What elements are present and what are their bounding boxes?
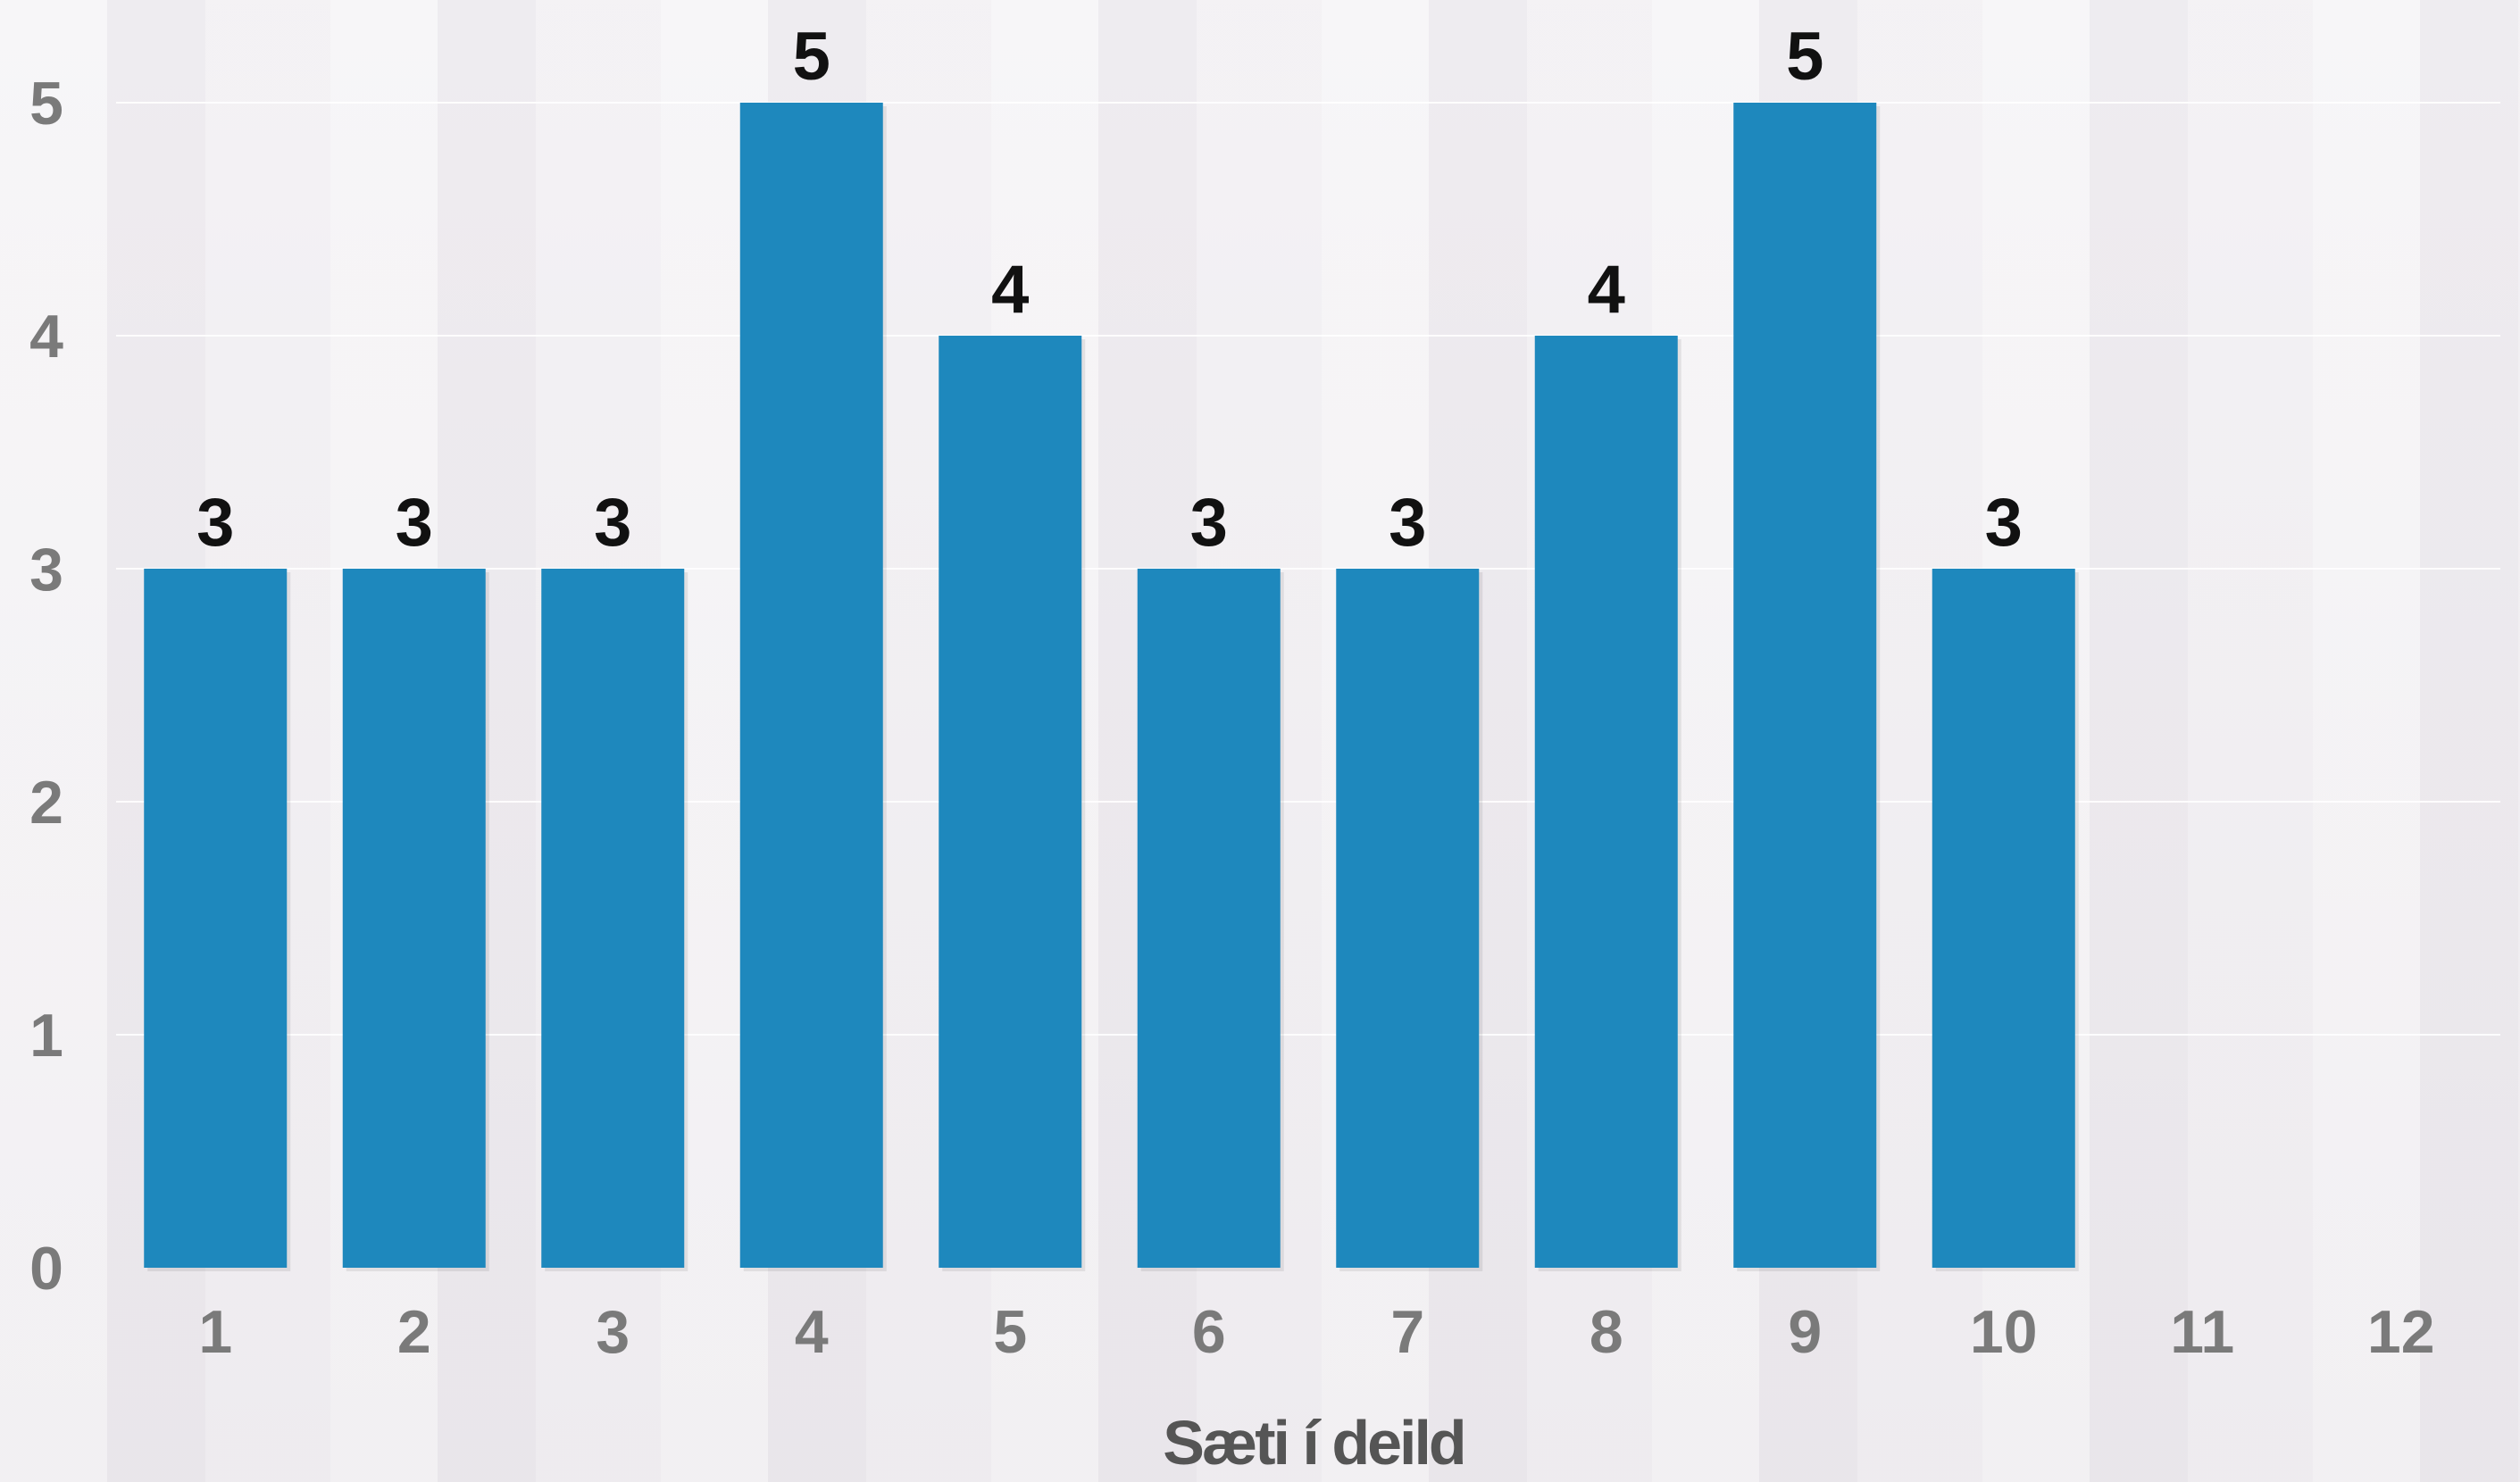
- data-labels: 3 3 3 5 4 3 3 4 5 3: [196, 19, 2023, 561]
- x-tick-label-6: 6: [1192, 1298, 1226, 1366]
- x-tick-label-3: 3: [596, 1298, 630, 1366]
- x-tick-label-10: 10: [1970, 1298, 2038, 1366]
- bar-10: [1932, 569, 2075, 1268]
- bar-6: [1137, 569, 1281, 1268]
- data-label-6: 3: [1190, 485, 1228, 561]
- data-label-10: 3: [1985, 485, 2023, 561]
- bar-7: [1336, 569, 1480, 1268]
- y-tick-label: 2: [29, 769, 63, 837]
- data-label-2: 3: [396, 485, 433, 561]
- data-label-3: 3: [594, 485, 631, 561]
- bar-8: [1534, 336, 1678, 1268]
- data-label-7: 3: [1389, 485, 1426, 561]
- bar-1: [144, 569, 288, 1268]
- data-label-5: 4: [991, 252, 1029, 328]
- y-tick-label: 0: [29, 1235, 63, 1303]
- x-tick-label-1: 1: [198, 1298, 232, 1366]
- y-tick-label: 1: [29, 1002, 63, 1070]
- bar-2: [342, 569, 486, 1268]
- bar-3: [541, 569, 685, 1268]
- x-tick-label-8: 8: [1590, 1298, 1623, 1366]
- x-tick-label-9: 9: [1788, 1298, 1822, 1366]
- x-tick-label-12: 12: [2367, 1298, 2435, 1366]
- data-label-9: 5: [1786, 19, 1823, 95]
- x-tick-label-5: 5: [993, 1298, 1027, 1366]
- gridlines: [116, 102, 2500, 1036]
- bars: [144, 103, 2079, 1271]
- bar-9: [1733, 103, 1877, 1268]
- x-tick-label-2: 2: [397, 1298, 431, 1366]
- bar-4: [739, 103, 883, 1268]
- data-label-8: 4: [1588, 252, 1625, 328]
- x-axis: 1 2 3 4 5 6 7 8 9 10 11 12: [198, 1298, 2434, 1366]
- y-tick-label: 4: [29, 303, 63, 370]
- x-tick-label-11: 11: [2170, 1298, 2234, 1366]
- y-axis: 0 1 2 3 4 5: [29, 70, 63, 1303]
- bar-5: [939, 336, 1082, 1268]
- data-label-1: 3: [196, 485, 234, 561]
- x-axis-title: Sæti í deild: [1163, 1408, 1464, 1478]
- x-tick-label-7: 7: [1390, 1298, 1424, 1366]
- x-tick-label-4: 4: [795, 1298, 829, 1366]
- y-tick-label: 5: [29, 70, 63, 137]
- data-label-4: 5: [793, 19, 830, 95]
- y-tick-label: 3: [29, 536, 63, 604]
